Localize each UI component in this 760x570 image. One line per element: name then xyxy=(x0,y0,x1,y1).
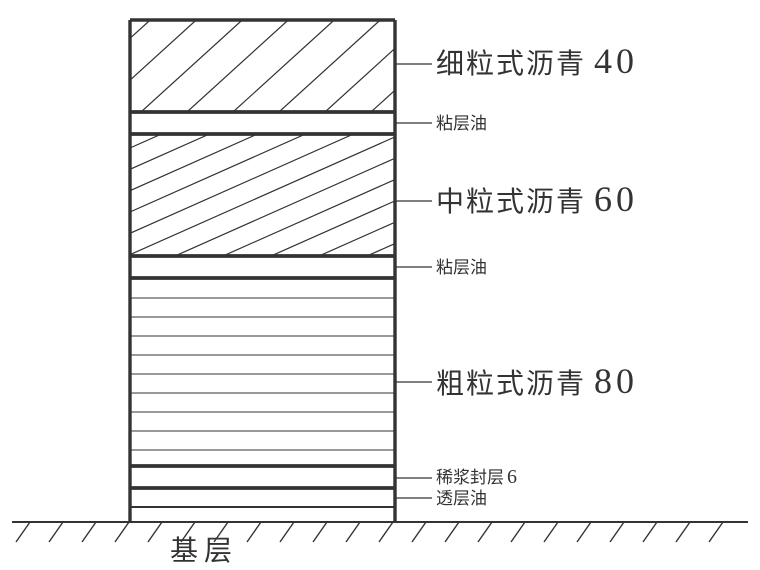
label-text-coarse_asphalt: 粗粒式沥青 xyxy=(436,368,586,400)
label-tack_oil_2: 粘层油 xyxy=(436,258,487,277)
label-text-tack_oil_1: 粘层油 xyxy=(436,114,487,133)
label-value-slurry_seal: 6 xyxy=(507,466,521,488)
hatch-medium_asphalt xyxy=(0,134,760,256)
base-label: 基层 xyxy=(170,535,238,567)
label-coarse_asphalt: 粗粒式沥青80 xyxy=(436,361,638,401)
label-value-medium_asphalt: 60 xyxy=(594,179,638,219)
ground-group xyxy=(12,522,748,542)
label-value-fine_asphalt: 40 xyxy=(594,41,638,81)
leader-lines-group xyxy=(395,64,432,498)
label-text-medium_asphalt: 中粒式沥青 xyxy=(436,186,586,218)
diagram-svg: 细粒式沥青40粘层油中粒式沥青60粘层油粗粒式沥青80稀浆封层6透层油 基层 xyxy=(0,0,760,570)
label-slurry_seal: 稀浆封层6 xyxy=(436,466,521,488)
label-text-prime_oil: 透层油 xyxy=(436,489,487,508)
label-text-fine_asphalt: 细粒式沥青 xyxy=(436,48,586,80)
label-fine_asphalt: 细粒式沥青40 xyxy=(436,41,638,81)
label-prime_oil: 透层油 xyxy=(436,489,487,508)
column-outline xyxy=(130,20,395,522)
label-text-tack_oil_2: 粘层油 xyxy=(436,258,487,277)
labels-group: 细粒式沥青40粘层油中粒式沥青60粘层油粗粒式沥青80稀浆封层6透层油 xyxy=(436,41,638,508)
label-medium_asphalt: 中粒式沥青60 xyxy=(436,179,638,219)
hatch-coarse_asphalt xyxy=(130,298,395,450)
base-label-group: 基层 xyxy=(170,535,238,567)
label-tack_oil_1: 粘层油 xyxy=(436,114,487,133)
hatches-group xyxy=(0,20,760,450)
label-value-coarse_asphalt: 80 xyxy=(594,361,638,401)
label-text-slurry_seal: 稀浆封层 xyxy=(436,468,504,487)
